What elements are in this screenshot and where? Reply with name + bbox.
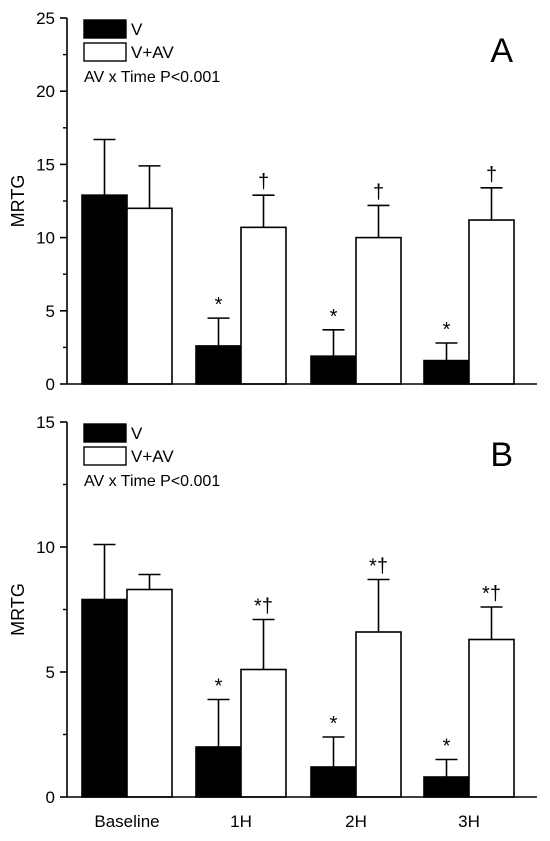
legend-swatch <box>83 19 127 39</box>
bar-v <box>195 345 242 385</box>
x-tick-label: Baseline <box>94 812 159 831</box>
y-tick-label: 10 <box>36 229 55 248</box>
significance-marker: * <box>215 676 223 698</box>
y-tick-label: 0 <box>46 788 55 807</box>
bar-v-av <box>355 236 402 385</box>
bar-v-av <box>240 668 287 798</box>
y-tick-label: 5 <box>46 302 55 321</box>
y-tick-label: 20 <box>36 82 55 101</box>
bar-v <box>310 355 357 385</box>
significance-marker: * <box>443 736 451 758</box>
panel-a: * † * † * † 0 5 10 15 20 25 MRTG V V+AV AV x Time P<0.0… <box>8 9 537 394</box>
y-tick-label: 15 <box>36 413 55 432</box>
legend-label: V <box>131 20 143 39</box>
significance-marker: * <box>330 713 338 735</box>
bar-v-av <box>126 588 173 798</box>
bar-v <box>81 598 128 798</box>
bar-v <box>310 766 357 798</box>
y-tick-label: 5 <box>46 663 55 682</box>
legend-label: V+AV <box>131 43 174 62</box>
y-tick-label: 10 <box>36 538 55 557</box>
y-axis-label: MRTG <box>8 175 28 228</box>
significance-marker: *† <box>482 583 501 605</box>
bar-v <box>81 194 128 385</box>
y-tick-label: 15 <box>36 155 55 174</box>
chart-note: AV x Time P<0.001 <box>84 473 220 490</box>
bar-v <box>423 776 470 798</box>
bar-v-av <box>126 207 173 385</box>
legend-label: V+AV <box>131 447 174 466</box>
significance-marker: * <box>215 294 223 316</box>
bar-v-av <box>468 638 515 798</box>
significance-marker: † <box>258 171 269 193</box>
bar-v <box>423 359 470 385</box>
y-tick-label: 0 <box>46 375 55 394</box>
x-tick-label: 1H <box>230 812 252 831</box>
legend-swatch <box>83 446 127 466</box>
legend-swatch <box>83 423 127 443</box>
y-tick-label: 25 <box>36 9 55 28</box>
significance-marker: † <box>486 164 497 186</box>
significance-marker: * <box>443 319 451 341</box>
legend-swatch <box>83 42 127 62</box>
panel-label: A <box>490 32 513 70</box>
y-axis-label: MRTG <box>8 583 28 636</box>
chart-note: AV x Time P<0.001 <box>84 69 220 86</box>
x-tick-label: 2H <box>345 812 367 831</box>
bar-v-av <box>468 219 515 385</box>
bar-v-av <box>355 631 402 798</box>
panel-label: B <box>490 436 513 474</box>
panel-b: Baseline * *† 1H * *† 2H * *† 3H 0 5 10 15 MRTG V V+AV AV… <box>8 413 537 831</box>
significance-marker: *† <box>369 556 388 578</box>
bar-v-av <box>240 226 287 385</box>
significance-marker: * <box>330 306 338 328</box>
significance-marker: *† <box>254 596 273 618</box>
bar-v <box>195 746 242 798</box>
x-tick-label: 3H <box>458 812 480 831</box>
significance-marker: † <box>373 181 384 203</box>
legend-label: V <box>131 424 143 443</box>
